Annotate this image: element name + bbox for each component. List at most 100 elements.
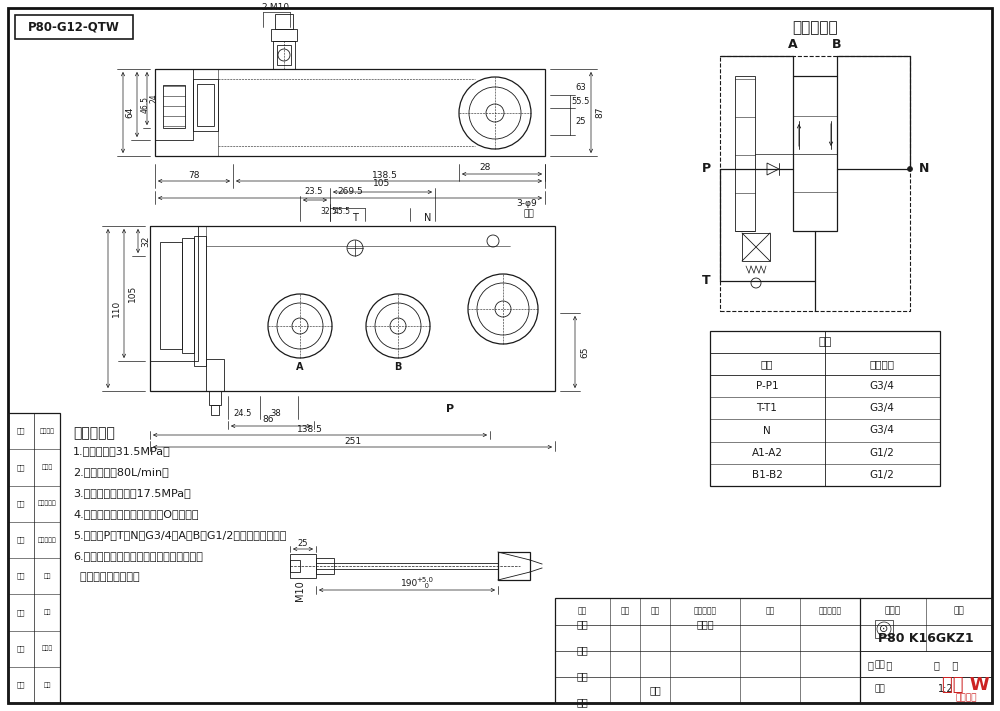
Text: 86: 86 bbox=[262, 415, 274, 424]
Text: 校对: 校对 bbox=[576, 645, 588, 655]
Circle shape bbox=[908, 166, 912, 171]
Text: 2-M10: 2-M10 bbox=[261, 3, 289, 11]
Bar bbox=[498, 552, 530, 580]
Text: 45.5: 45.5 bbox=[334, 208, 351, 217]
Bar bbox=[720, 56, 910, 311]
Text: 重量: 重量 bbox=[875, 661, 885, 670]
Text: B: B bbox=[394, 362, 402, 372]
Text: 技术要求：: 技术要求： bbox=[73, 426, 115, 440]
Bar bbox=[193, 79, 218, 131]
Text: P80 K16GKZ1: P80 K16GKZ1 bbox=[878, 633, 974, 646]
Text: 标准化: 标准化 bbox=[41, 646, 53, 651]
Text: ⊙: ⊙ bbox=[879, 624, 889, 634]
Text: 直接责任者: 直接责任者 bbox=[38, 501, 56, 506]
Text: 3.溢流阀调定压力：17.5MPa；: 3.溢流阀调定压力：17.5MPa； bbox=[73, 488, 191, 498]
Text: 32.5: 32.5 bbox=[321, 208, 337, 217]
Text: N: N bbox=[919, 163, 929, 176]
Text: 通孔: 通孔 bbox=[524, 210, 534, 218]
Bar bbox=[209, 391, 221, 405]
Text: 年、月、日: 年、月、日 bbox=[818, 606, 842, 616]
Bar bbox=[555, 598, 992, 703]
Text: M10: M10 bbox=[295, 581, 305, 602]
Text: G1/2: G1/2 bbox=[870, 448, 894, 458]
Text: P-P1: P-P1 bbox=[756, 381, 778, 391]
Bar bbox=[290, 560, 300, 572]
Text: 64: 64 bbox=[126, 107, 134, 118]
Bar bbox=[211, 405, 219, 415]
Bar bbox=[15, 15, 133, 39]
Text: G3/4: G3/4 bbox=[870, 381, 894, 391]
Bar bbox=[155, 69, 545, 156]
Text: N: N bbox=[424, 213, 432, 223]
Text: P: P bbox=[446, 404, 454, 414]
Text: B: B bbox=[832, 38, 842, 50]
Text: 87: 87 bbox=[596, 107, 604, 118]
Text: 63: 63 bbox=[576, 82, 586, 92]
Text: 标准化: 标准化 bbox=[696, 619, 714, 629]
Text: 阀体: 阀体 bbox=[818, 337, 832, 347]
Bar bbox=[160, 242, 182, 349]
Text: 138.5: 138.5 bbox=[372, 171, 398, 179]
Text: 1:2: 1:2 bbox=[938, 684, 954, 694]
Bar bbox=[150, 226, 198, 361]
Bar bbox=[277, 45, 291, 65]
Text: 签字: 签字 bbox=[17, 501, 25, 507]
Text: G3/4: G3/4 bbox=[870, 425, 894, 436]
Text: 设计: 设计 bbox=[576, 619, 588, 629]
Text: 190: 190 bbox=[401, 579, 419, 589]
Text: 螺纹规格: 螺纹规格 bbox=[870, 359, 895, 369]
Text: 原版号: 原版号 bbox=[885, 606, 901, 616]
Text: 日期: 日期 bbox=[17, 464, 25, 471]
Text: 液压原理图: 液压原理图 bbox=[792, 21, 838, 36]
Text: 110: 110 bbox=[112, 300, 120, 317]
Bar bbox=[197, 84, 214, 126]
Bar bbox=[793, 76, 837, 231]
Text: 树立责任者: 树立责任者 bbox=[38, 537, 56, 542]
Text: 更改文件号: 更改文件号 bbox=[693, 606, 717, 616]
Text: 日期: 日期 bbox=[17, 537, 25, 543]
Text: 工艺: 工艺 bbox=[43, 682, 51, 688]
Bar bbox=[273, 41, 295, 69]
Text: 55.5: 55.5 bbox=[572, 97, 590, 107]
Text: 38: 38 bbox=[271, 409, 281, 417]
Text: G1/2: G1/2 bbox=[870, 470, 894, 480]
Text: 标记: 标记 bbox=[577, 606, 587, 616]
Text: 78: 78 bbox=[188, 171, 200, 179]
Text: 工艺: 工艺 bbox=[576, 697, 588, 707]
Text: 2.公称流量：80L/min；: 2.公称流量：80L/min； bbox=[73, 467, 169, 477]
Text: 1.公称压力：31.5MPa；: 1.公称压力：31.5MPa； bbox=[73, 446, 171, 456]
Text: 6.阀体表面磷化处理，安全阀及塾塡镀锤，: 6.阀体表面磷化处理，安全阀及塾塡镀锤， bbox=[73, 551, 203, 561]
Text: A1-A2: A1-A2 bbox=[752, 448, 782, 458]
Text: 24.5: 24.5 bbox=[234, 409, 252, 417]
Bar bbox=[710, 331, 940, 486]
Text: 签名: 签名 bbox=[765, 606, 775, 616]
Text: 0: 0 bbox=[420, 583, 430, 589]
Text: 251: 251 bbox=[344, 437, 361, 446]
Text: P: P bbox=[701, 163, 711, 176]
Bar bbox=[271, 29, 297, 41]
Text: 共    张: 共 张 bbox=[868, 660, 892, 670]
Text: A: A bbox=[296, 362, 304, 372]
Text: 日期: 日期 bbox=[17, 609, 25, 616]
Text: T: T bbox=[702, 274, 710, 287]
Bar bbox=[316, 558, 334, 574]
Text: 4.控制方式：手动控制，前推O型阀杆；: 4.控制方式：手动控制，前推O型阀杆； bbox=[73, 509, 198, 519]
Bar bbox=[742, 233, 770, 261]
Text: 分区: 分区 bbox=[650, 606, 660, 616]
Bar bbox=[194, 236, 206, 366]
Bar bbox=[875, 620, 893, 638]
Bar bbox=[206, 359, 224, 391]
Text: 批准: 批准 bbox=[649, 685, 661, 695]
Text: 32: 32 bbox=[142, 235, 150, 247]
Text: 转坐图笔: 转坐图笔 bbox=[955, 693, 977, 702]
Text: 138.5: 138.5 bbox=[297, 424, 323, 434]
Text: 269.5: 269.5 bbox=[337, 188, 363, 196]
Text: 比例: 比例 bbox=[875, 685, 885, 693]
Text: T: T bbox=[352, 213, 358, 223]
Bar bbox=[155, 69, 193, 140]
Text: 46.5: 46.5 bbox=[140, 96, 150, 113]
Text: 激活 W: 激活 W bbox=[942, 676, 990, 694]
Text: 105: 105 bbox=[373, 179, 391, 188]
Text: 日期: 日期 bbox=[17, 682, 25, 688]
Bar bbox=[275, 14, 293, 29]
